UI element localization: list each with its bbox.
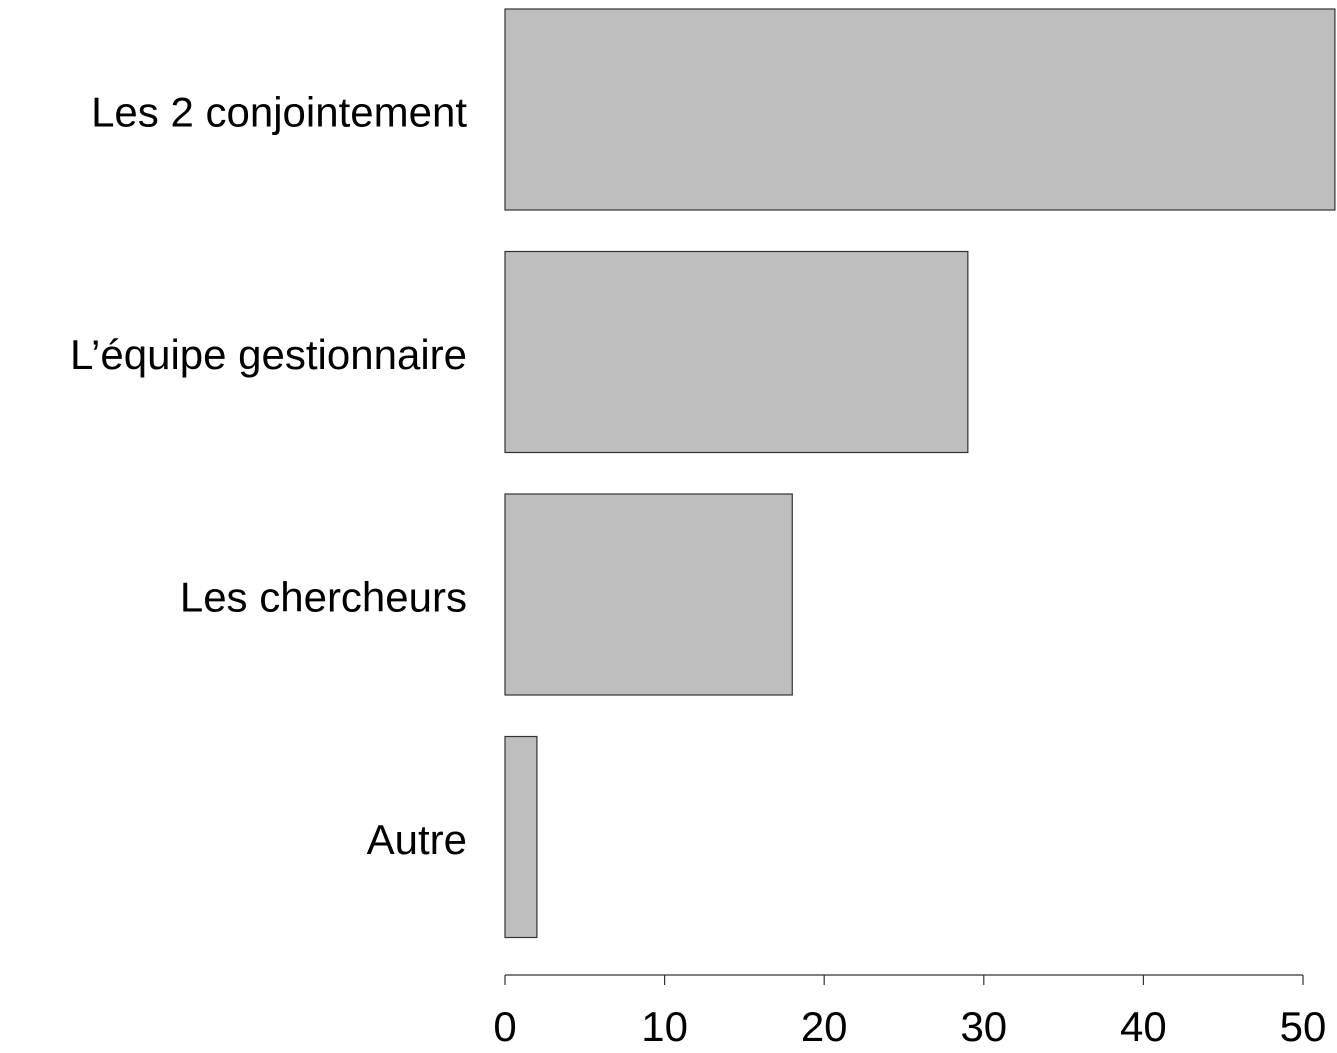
x-tick-label: 50 <box>1280 1003 1327 1050</box>
bar <box>504 493 793 696</box>
bar <box>504 735 538 939</box>
x-tick-label: 40 <box>1120 1003 1167 1050</box>
y-tick-label: Les chercheurs <box>180 574 467 621</box>
bar <box>504 250 969 454</box>
x-tick-label: 30 <box>960 1003 1007 1050</box>
x-tick-label: 10 <box>641 1003 688 1050</box>
y-tick-label: Les 2 conjointement <box>91 89 467 136</box>
y-tick-label: L’équipe gestionnaire <box>70 331 467 378</box>
x-tick-label: 0 <box>493 1003 516 1050</box>
bar <box>504 8 1336 211</box>
y-tick-label: Autre <box>367 816 467 863</box>
x-tick-label: 20 <box>801 1003 848 1050</box>
